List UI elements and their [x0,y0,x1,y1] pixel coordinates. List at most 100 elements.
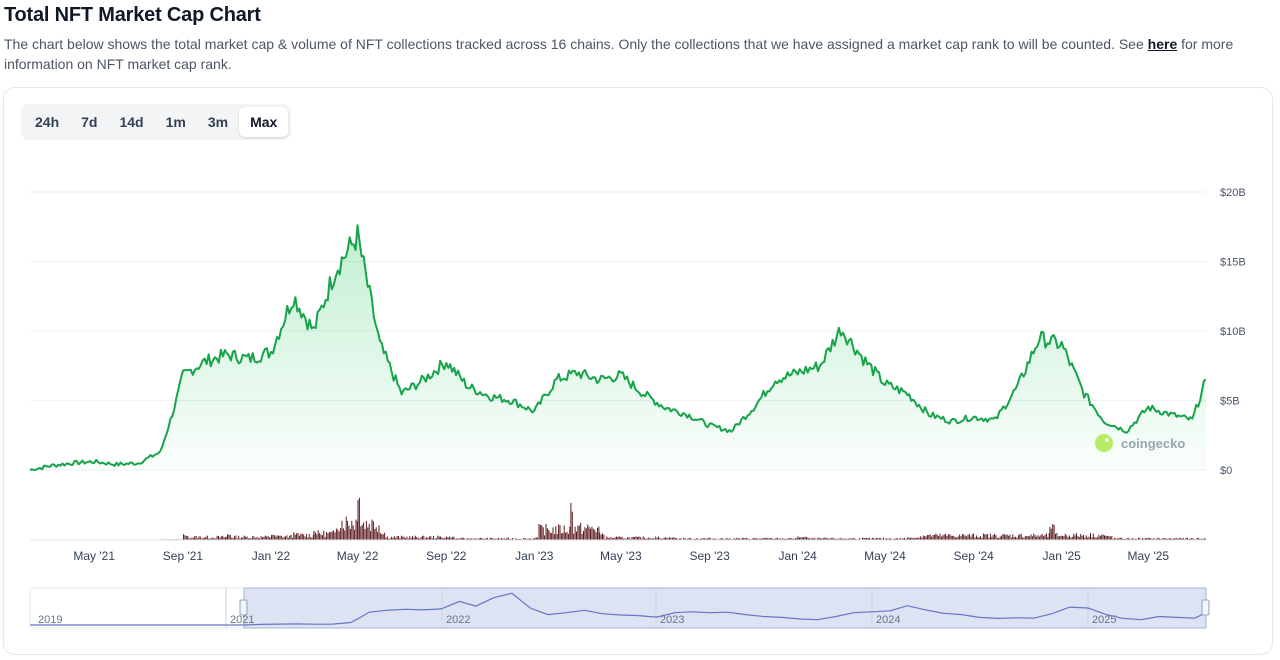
volume-bar [392,537,394,540]
volume-bar [312,534,314,540]
volume-bar [594,529,596,540]
volume-bar [991,536,993,540]
navigator-right-handle[interactable] [1201,599,1210,616]
volume-bar [1205,538,1207,540]
volume-bar [597,527,598,540]
market-cap-line[interactable] [29,224,1207,471]
volume-bar [624,538,626,540]
volume-bar [386,536,388,540]
volume-bar [370,531,372,540]
volume-bar [943,534,945,540]
volume-bar [229,534,231,540]
volume-bar [600,534,602,540]
volume-bar [877,538,879,540]
volume-bar [403,536,405,540]
volume-bar [321,535,323,540]
volume-bar [1185,537,1187,540]
volume-bar [905,538,907,540]
range-tab-7d[interactable]: 7d [70,107,108,137]
range-tab-24h[interactable]: 24h [24,107,70,137]
volume-bar [842,538,844,540]
volume-bar [939,533,941,540]
volume-bar [1012,534,1014,540]
range-tab-1m[interactable]: 1m [155,107,197,137]
volume-bar [298,535,300,540]
volume-bar [1057,536,1059,540]
navigator-left-handle[interactable] [239,599,248,616]
volume-bar [771,537,773,540]
volume-bar [1070,537,1072,540]
volume-bar [441,537,443,540]
navigator-selection[interactable] [243,587,1207,629]
volume-bar [1198,538,1200,540]
volume-bar [1175,537,1177,540]
volume-bar [617,536,619,540]
rank-info-link[interactable]: here [1147,36,1178,52]
volume-bar [242,537,244,540]
volume-bar [347,520,349,540]
volume-bar [367,527,369,540]
volume-bar [524,538,526,540]
volume-bar [808,537,810,540]
range-tab-14d[interactable]: 14d [108,107,154,137]
volume-bar [800,537,802,540]
volume-bar [371,519,373,540]
volume-bar [307,537,309,540]
volume-bar [888,538,890,540]
volume-bar [427,538,429,540]
navigator-year-label: 2021 [230,614,254,626]
volume-bar [1143,538,1145,540]
volume-bar [413,537,415,540]
volume-bar [558,524,560,540]
volume-bar [1146,538,1148,540]
volume-bar [796,538,798,540]
volume-bar [243,535,245,540]
volume-bar [348,525,350,540]
volume-bar [248,538,249,540]
volume-bar [354,529,356,540]
volume-bar [447,537,449,540]
volume-bar [988,537,990,540]
volume-bar [634,536,636,540]
volume-bar [950,535,952,540]
volume-bar [1073,533,1075,540]
volume-bar [699,538,701,540]
volume-bar [946,535,948,540]
range-tab-max[interactable]: Max [239,107,289,137]
volume-bar [479,537,481,540]
volume-bar [628,537,630,540]
navigator-scrollbar[interactable]: 2019 2021 2022 2023 2024 2025 [29,587,1210,629]
volume-bar [320,534,322,540]
volume-bar [925,536,927,540]
volume-bar [669,537,671,540]
volume-bar [953,535,955,540]
volume-bar [204,537,205,540]
volume-bar [932,535,934,540]
volume-bar [638,536,640,540]
volume-bar [821,538,823,540]
volume-bar [566,531,568,540]
volume-bar [761,538,763,540]
range-tab-3m[interactable]: 3m [197,107,239,137]
volume-bar [1171,538,1173,540]
volume-bar [719,538,721,540]
volume-bar [523,538,525,540]
volume-bar [252,536,254,540]
volume-bar [1029,536,1031,540]
volume-bar [528,538,530,540]
volume-bar [464,538,466,540]
volume-bar [578,525,580,540]
volume-bar [1056,533,1058,540]
volume-bar [799,537,800,540]
volume-bar [980,536,982,540]
volume-bar [1016,537,1018,540]
volume-bar [747,538,749,540]
volume-bar [924,536,926,540]
volume-bar [1008,535,1010,540]
volume-bar [1080,534,1082,540]
volume-bar [676,538,678,540]
page-description: The chart below shows the total market c… [4,34,1266,74]
volume-bar [453,536,455,540]
y-tick-label: $15B [1220,257,1246,269]
volume-bar [789,537,791,540]
